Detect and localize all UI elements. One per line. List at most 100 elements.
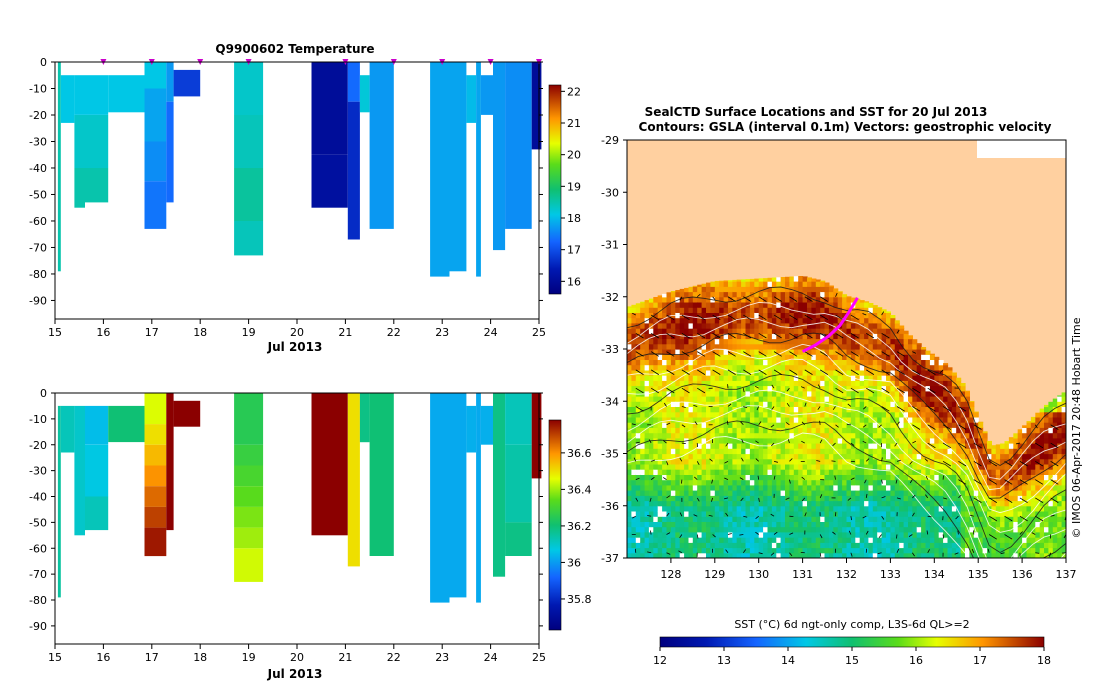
velocity-arrow <box>847 403 852 407</box>
sst-cell <box>675 526 681 533</box>
sst-cell <box>675 364 681 371</box>
sst-cell <box>842 463 848 470</box>
profile-cell <box>144 527 167 557</box>
sst-cell <box>728 484 733 491</box>
sst-cell <box>877 333 883 340</box>
velocity-arrow <box>850 387 859 394</box>
velocity-arrow <box>697 369 706 375</box>
sst-cell <box>828 343 834 350</box>
sst-cell <box>697 322 703 329</box>
sst-cell <box>714 317 720 324</box>
sst-cell <box>793 469 799 475</box>
sst-cell <box>653 469 659 475</box>
sst-cell <box>723 521 729 528</box>
sst-cell <box>692 302 698 308</box>
sst-cell <box>679 516 685 522</box>
sst-cell <box>732 448 738 455</box>
sst-cell <box>736 422 742 428</box>
sst-cell <box>947 526 953 533</box>
sst-cell <box>719 537 725 543</box>
sst-cell <box>736 286 742 293</box>
sst-cell <box>929 396 935 402</box>
sst-cell <box>912 547 918 554</box>
profile-cell <box>144 88 167 142</box>
sst-cell <box>973 552 979 558</box>
x-tick-label: 20 <box>290 326 304 339</box>
velocity-arrow <box>727 533 732 535</box>
sst-cell <box>877 537 883 543</box>
sst-cell <box>943 463 949 470</box>
sst-cell <box>943 427 949 434</box>
sst-cell <box>697 422 703 428</box>
sst-cell <box>982 542 988 549</box>
sst-cell <box>815 463 821 470</box>
sst-cell <box>1057 505 1063 512</box>
sst-cell <box>868 463 874 470</box>
sst-cell <box>635 495 641 502</box>
sst-cell <box>719 484 725 491</box>
profile-cell <box>234 168 264 221</box>
sst-cell <box>679 354 685 360</box>
sst-cell <box>824 364 830 371</box>
sst-cell <box>793 302 799 308</box>
sst-cell <box>934 531 940 538</box>
sst-cell <box>789 432 795 439</box>
sst-cell <box>754 531 760 538</box>
sst-cell <box>692 401 698 407</box>
sst-cell <box>666 537 672 543</box>
sst-cell <box>947 453 953 460</box>
sst-cell <box>653 521 659 528</box>
sst-cell <box>886 333 891 340</box>
sst-cell <box>815 312 821 319</box>
sst-cell <box>877 542 883 549</box>
x-tick-label: 16 <box>96 326 110 339</box>
sst-cell <box>754 500 760 507</box>
sst-cell <box>670 359 676 366</box>
sst-cell <box>679 427 685 434</box>
sst-cell <box>925 495 931 502</box>
sst-cell <box>728 396 733 402</box>
sst-cell <box>824 296 830 303</box>
sst-cell <box>951 526 957 533</box>
sst-cell <box>627 437 632 444</box>
sst-cell <box>723 542 729 549</box>
sst-cell <box>684 422 690 428</box>
sst-cell <box>745 542 751 549</box>
sst-cell <box>648 516 654 522</box>
sst-cell <box>837 312 843 319</box>
sst-cell <box>635 401 641 407</box>
sst-cell <box>982 547 988 554</box>
colorbar-tick-label: 36.4 <box>567 483 592 496</box>
sst-cell <box>789 427 795 434</box>
sst-cell <box>987 516 992 522</box>
sst-cell <box>763 511 769 517</box>
sst-cell <box>657 375 663 381</box>
sst-cell <box>811 411 817 418</box>
sst-cell <box>943 521 949 528</box>
sst-cell <box>886 443 891 449</box>
sst-cell <box>648 474 654 481</box>
sst-cell <box>648 411 654 418</box>
sst-cell <box>868 516 874 522</box>
sst-cell <box>679 307 685 313</box>
sst-cell <box>1017 490 1023 496</box>
sst-cell <box>754 484 760 491</box>
sst-cell <box>881 484 887 491</box>
velocity-arrow <box>927 387 936 394</box>
map-area <box>627 140 1066 558</box>
profile-cell <box>480 405 493 445</box>
sst-cell <box>692 286 698 293</box>
sst-cell <box>701 511 707 517</box>
sst-cell <box>886 495 891 502</box>
sst-cell <box>872 547 878 554</box>
sst-cell <box>692 484 698 491</box>
sst-cell <box>903 354 909 360</box>
sst-cell <box>697 369 703 376</box>
sst-cell <box>815 380 821 387</box>
sst-cell <box>684 343 690 350</box>
sst-cell <box>1039 422 1045 428</box>
sst-cell <box>881 354 887 360</box>
sst-cell <box>903 463 909 470</box>
sst-cell <box>965 537 970 543</box>
sst-cell <box>943 364 949 371</box>
